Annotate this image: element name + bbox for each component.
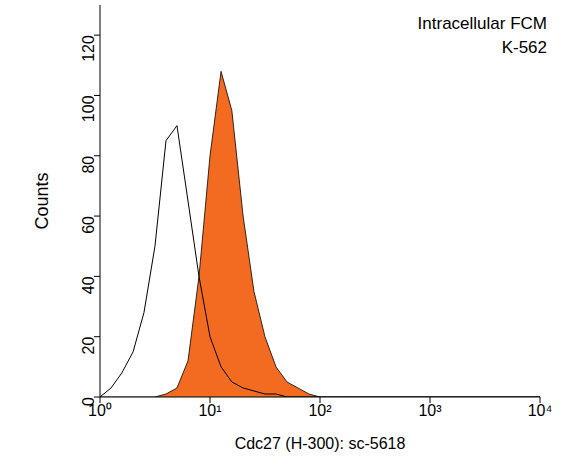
html-text:K-562: K-562 [501,38,547,57]
svg-text:Counts: Counts [32,172,52,229]
svg-text:10⁴: 10⁴ [528,402,553,419]
svg-text:40: 40 [80,276,97,294]
svg-text:20: 20 [80,337,97,355]
svg-text:120: 120 [80,35,97,62]
svg-text:10³: 10³ [418,402,442,419]
svg-text:60: 60 [80,216,97,234]
svg-text:10¹: 10¹ [198,402,221,419]
svg-text:10²: 10² [308,402,332,419]
svg-text:10⁰: 10⁰ [88,402,112,420]
svg-text:0: 0 [80,397,97,406]
html-text:Intracellular FCM: Intracellular FCM [417,14,547,33]
svg-text:80: 80 [80,156,97,174]
svg-text:Cdc27 (H-300): sc-5618: Cdc27 (H-300): sc-5618 [235,435,406,452]
svg-text:100: 100 [80,95,97,122]
